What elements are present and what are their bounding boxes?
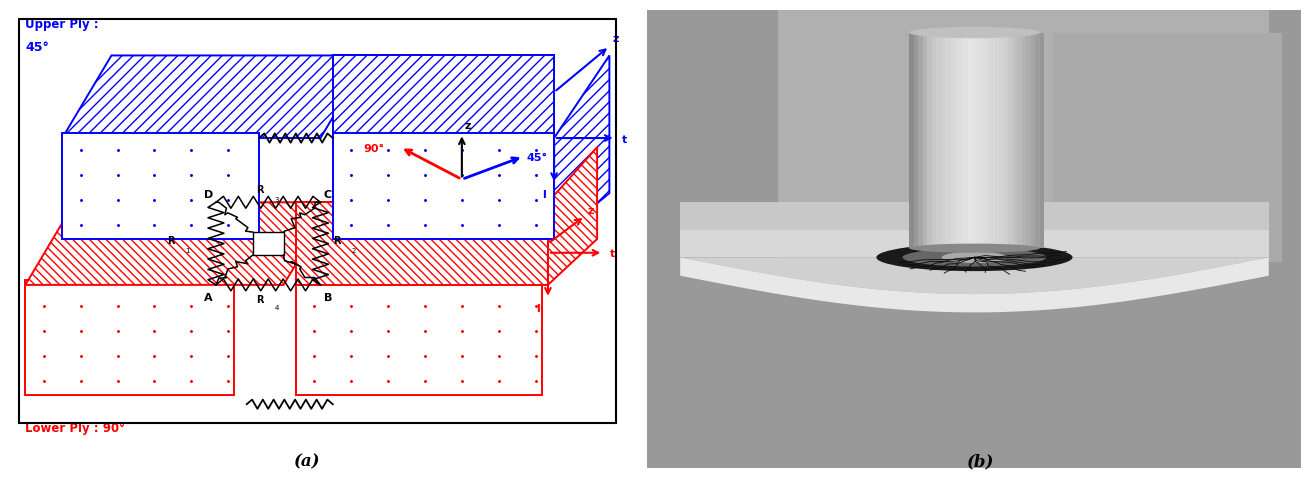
Polygon shape	[332, 55, 555, 138]
Text: C: C	[323, 190, 332, 200]
Text: R: R	[167, 236, 174, 246]
Bar	[778, 10, 1269, 262]
Bar	[946, 33, 950, 248]
Text: t: t	[610, 250, 615, 260]
Bar	[1018, 33, 1022, 248]
Bar	[63, 133, 259, 239]
Bar	[332, 133, 555, 239]
Bar	[1040, 33, 1044, 248]
Text: B: B	[323, 293, 332, 303]
Bar	[999, 33, 1003, 248]
Bar	[937, 33, 940, 248]
Text: (b): (b)	[968, 454, 994, 471]
Polygon shape	[63, 55, 370, 138]
Bar	[954, 33, 959, 248]
Bar	[995, 33, 999, 248]
Text: R: R	[256, 185, 263, 195]
Polygon shape	[1053, 33, 1282, 262]
Bar	[927, 33, 931, 248]
Text: l: l	[542, 190, 545, 200]
Bar	[918, 33, 922, 248]
Polygon shape	[555, 55, 610, 239]
Bar	[1031, 33, 1036, 248]
Polygon shape	[296, 202, 548, 285]
Bar	[931, 33, 937, 248]
Text: (a): (a)	[294, 454, 320, 471]
Text: R: R	[256, 295, 263, 305]
Bar	[981, 33, 986, 248]
Text: 90°: 90°	[364, 144, 385, 154]
Polygon shape	[680, 257, 1269, 313]
Bar	[977, 33, 981, 248]
Text: Upper Ply :: Upper Ply :	[25, 18, 99, 31]
Polygon shape	[680, 230, 1269, 257]
Bar	[986, 33, 990, 248]
Polygon shape	[680, 257, 1269, 294]
Text: 2: 2	[351, 248, 356, 254]
Bar	[909, 33, 913, 248]
Bar	[296, 280, 542, 395]
Text: R: R	[332, 236, 340, 246]
Bar	[940, 33, 946, 248]
Bar	[1022, 33, 1027, 248]
Ellipse shape	[903, 248, 1046, 267]
Text: 4: 4	[275, 305, 279, 311]
Bar	[950, 33, 954, 248]
Text: Lower Ply : 90°: Lower Ply : 90°	[25, 422, 126, 435]
Bar	[1012, 33, 1018, 248]
Ellipse shape	[876, 244, 1073, 271]
Text: z: z	[612, 33, 619, 43]
Text: z: z	[464, 121, 471, 131]
Ellipse shape	[909, 27, 1040, 38]
Ellipse shape	[942, 251, 1007, 263]
Bar	[972, 33, 977, 248]
Bar	[990, 33, 995, 248]
Bar	[959, 33, 963, 248]
Text: t: t	[621, 135, 627, 145]
Text: 3: 3	[275, 197, 279, 203]
Bar	[1027, 33, 1031, 248]
Text: 45°: 45°	[25, 41, 50, 54]
Text: A: A	[204, 293, 212, 303]
Text: 45°: 45°	[526, 153, 548, 163]
Bar	[913, 33, 918, 248]
Bar	[1003, 33, 1008, 248]
Bar	[968, 33, 972, 248]
Bar	[1036, 33, 1040, 248]
Ellipse shape	[909, 244, 1040, 253]
Bar	[922, 33, 927, 248]
Text: 1: 1	[186, 248, 190, 254]
Polygon shape	[25, 202, 332, 285]
Bar	[20, 19, 616, 423]
Text: D: D	[204, 190, 213, 200]
Bar	[25, 280, 234, 395]
Text: z: z	[587, 206, 594, 216]
Polygon shape	[548, 147, 596, 285]
Bar	[252, 232, 284, 255]
Polygon shape	[680, 202, 1269, 230]
Text: l: l	[536, 304, 539, 315]
Bar	[963, 33, 968, 248]
Bar	[1008, 33, 1012, 248]
